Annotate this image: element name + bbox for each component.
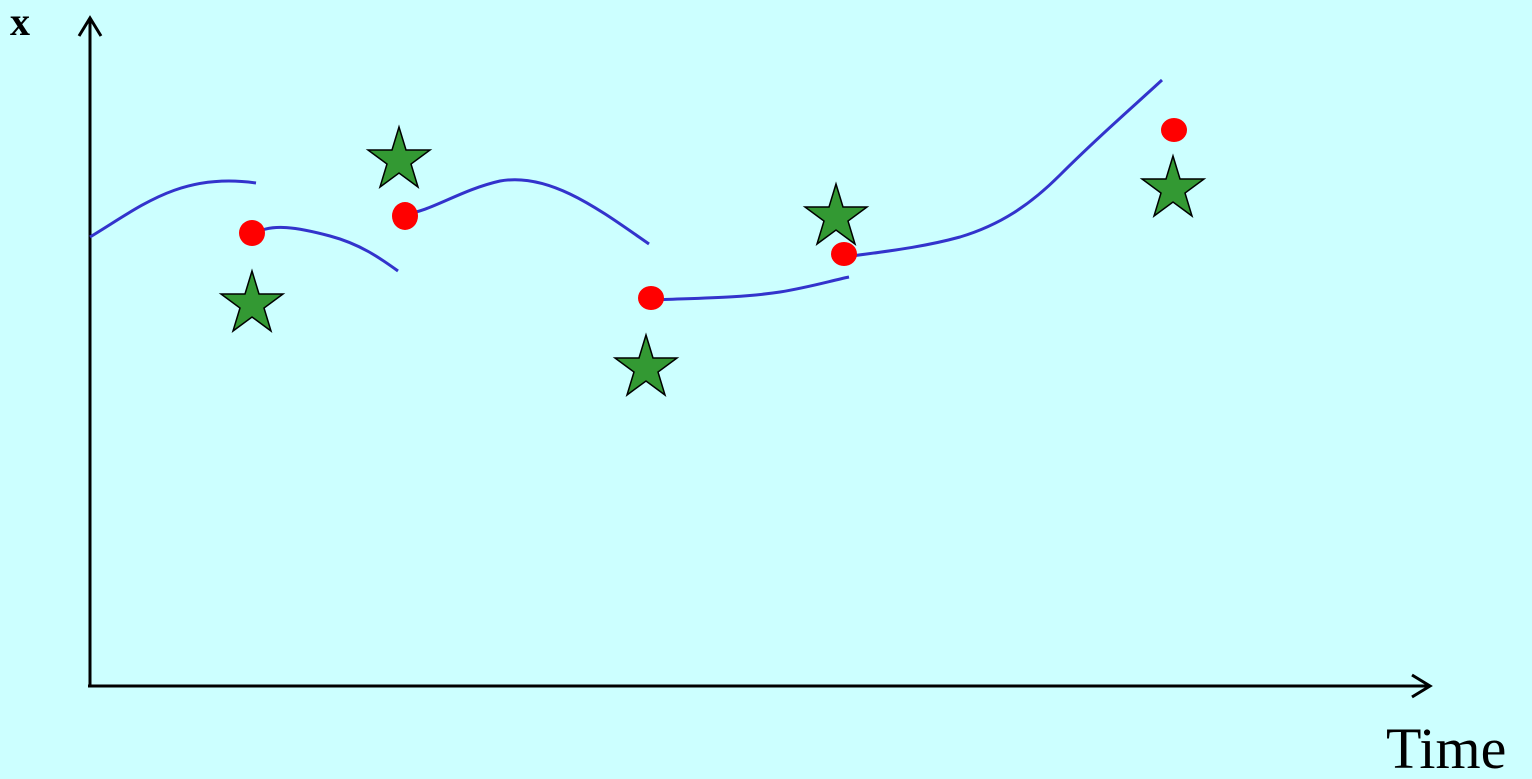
y-axis-label: x xyxy=(10,0,30,44)
measurement-star-5 xyxy=(1139,153,1207,218)
estimate-dot-5 xyxy=(1161,118,1187,142)
measurement-stars xyxy=(218,124,1207,397)
estimate-dot-4 xyxy=(831,242,857,266)
axes xyxy=(77,15,1433,699)
estimate-dot-2 xyxy=(392,202,418,230)
measurement-star-2 xyxy=(365,124,433,189)
x-axis-label: Time xyxy=(1386,716,1507,779)
x-axis-arrowhead xyxy=(1411,673,1433,699)
trajectory-segment-1 xyxy=(89,179,257,239)
trajectory-segments xyxy=(89,78,1164,302)
measurement-star-1 xyxy=(218,268,286,333)
trajectory-segment-3 xyxy=(404,178,650,246)
estimate-dots xyxy=(239,118,1187,310)
measurement-star-4 xyxy=(802,181,870,246)
estimate-dot-3 xyxy=(638,286,664,310)
trajectory-segment-4 xyxy=(650,275,850,302)
trajectory-segment-5 xyxy=(844,78,1164,259)
estimate-dot-1 xyxy=(239,220,265,246)
measurement-star-3 xyxy=(612,332,680,397)
y-axis-arrowhead xyxy=(77,15,103,37)
trajectory-segment-2 xyxy=(252,225,399,273)
